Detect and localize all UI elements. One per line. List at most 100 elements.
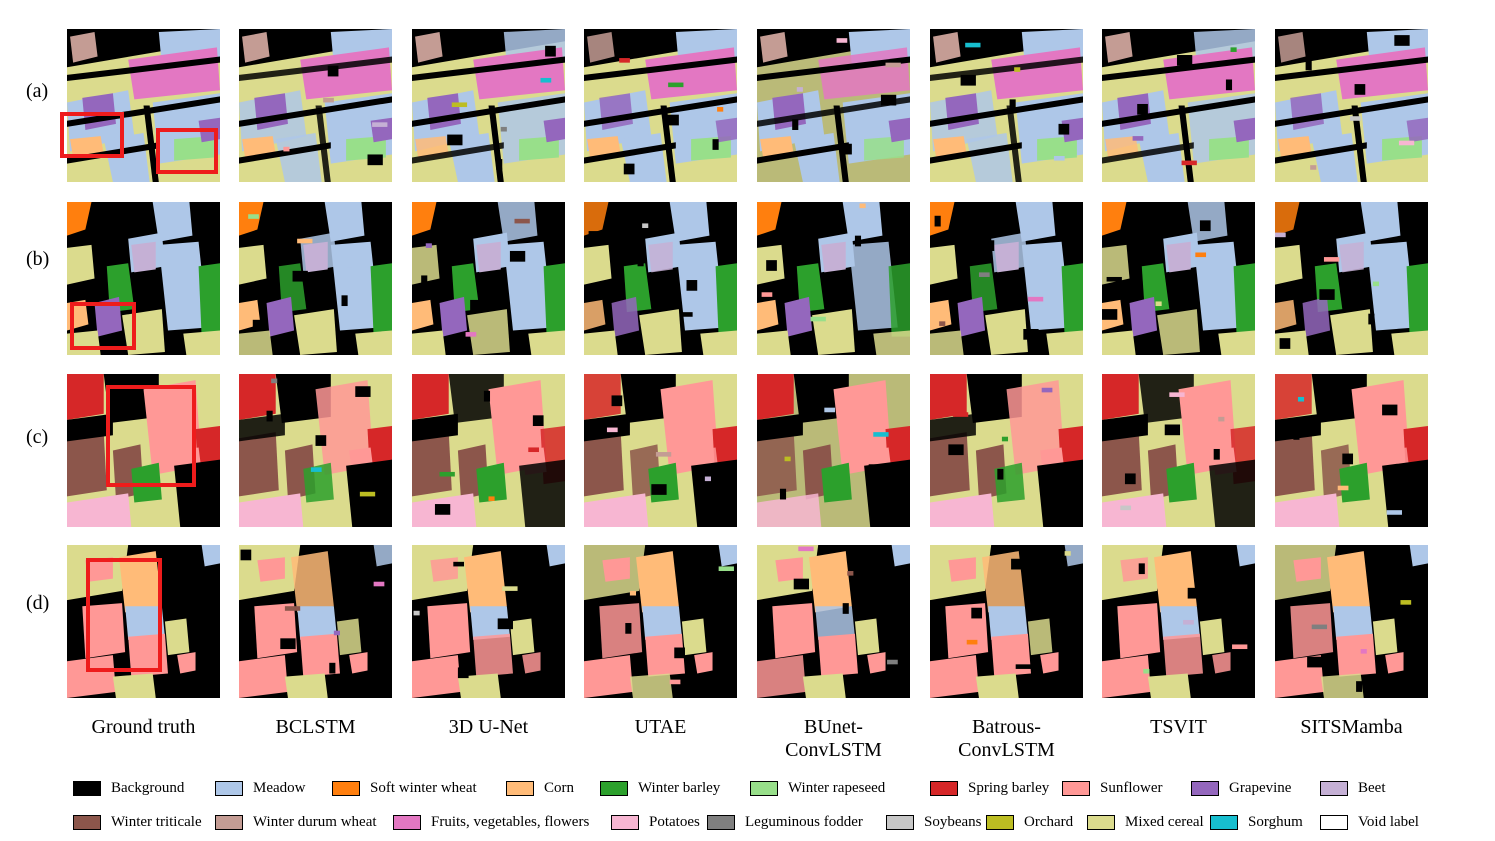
noise-speck [500,126,507,132]
row-label: (d) [26,592,50,614]
parcel-region [602,557,630,582]
parcel-region [1199,618,1225,656]
parcel-region [715,117,737,143]
parcel-region [611,296,640,337]
parcel-region [412,413,458,442]
noise-speck [421,275,428,287]
parcel-region [757,299,779,331]
segmentation-map [757,202,910,355]
parcel-region [1102,374,1139,420]
noise-speck [413,610,420,616]
noise-speck [1106,276,1122,282]
parcel-region [1064,545,1083,567]
parcel-region [242,32,270,63]
parcel-region [1290,93,1324,130]
parcel-region [1138,133,1185,182]
parcel-region [757,374,794,420]
parcel-region [991,633,1031,677]
parcel-region [457,673,501,698]
legend-swatch [215,781,243,796]
noise-speck [1060,583,1067,594]
parcel-region [119,551,162,613]
parcel-region [1157,309,1200,355]
noise-speck [1169,392,1185,397]
segmentation-map [1102,545,1255,698]
parcel-region [757,330,791,355]
noise-speck [836,38,848,43]
parcel-region [125,606,165,640]
noise-speck [509,250,526,262]
legend-swatch [1320,781,1348,796]
parcel-region [930,142,1022,164]
column-label: SITSMamba [1300,716,1403,738]
parcel-region [1061,263,1083,337]
highlight-box [106,385,196,487]
parcel-region [1117,603,1161,659]
noise-speck [637,255,644,267]
noise-speck [470,299,481,311]
parcel-region [584,330,618,355]
noise-speck [248,214,259,219]
noise-speck [545,45,556,57]
noise-speck [1014,67,1021,72]
parcel-region [587,136,621,158]
parcel-region [315,105,331,182]
parcel-region [503,241,553,331]
parcel-region [201,545,220,567]
parcel-region [239,432,279,497]
parcel-region [67,96,220,127]
segmentation-map [239,545,392,698]
noise-speck [1001,436,1009,442]
legend-item: Sunflower [1062,780,1163,797]
noise-speck [483,390,491,402]
noise-speck [859,203,866,209]
parcel-region [1233,117,1255,143]
noise-speck [681,312,693,317]
parcel-region [1275,432,1315,497]
segmentation-map [67,545,220,698]
column-label: 3D U-Net [448,716,529,738]
parcel-region [1102,56,1255,82]
legend-label: Spring barley [968,780,1050,796]
noise-speck [588,231,604,242]
parcel-region [818,633,858,677]
parcel-region [888,263,910,337]
parcel-region [584,299,606,331]
noise-speck [1279,338,1291,349]
noise-speck [1368,313,1375,325]
column-label: Batrous- ConvLSTM [958,716,1055,761]
noise-speck [717,107,724,112]
parcel-region [239,142,331,164]
noise-speck [310,467,322,472]
legend-item: Potatoes [611,814,700,831]
parcel-region [336,618,362,656]
parcel-region [152,202,193,242]
legend-label: Soybeans [924,814,982,830]
noise-speck [373,581,385,587]
parcel-region [412,202,437,236]
parcel-region [757,655,806,698]
noise-speck [1046,493,1057,505]
parcel-region [1275,202,1300,236]
parcel-region [254,93,288,130]
parcel-region [412,655,461,698]
noise-speck [1227,676,1243,688]
segmentation-map [584,202,737,355]
legend-swatch [1062,781,1090,796]
parcel-region [930,330,964,355]
noise-speck [1132,136,1144,141]
highlight-box [60,112,124,158]
parcel-region [70,32,98,63]
legend-label: Sorghum [1248,814,1303,830]
noise-speck [546,642,553,654]
parcel-region [509,618,535,656]
parcel-region [519,459,565,527]
parcel-region [1015,202,1056,242]
parcel-region [1040,652,1059,674]
legend-swatch [506,781,534,796]
parcel-region [183,330,220,355]
noise-speck [451,102,468,108]
parcel-region [584,432,624,497]
parcel-region [67,432,107,497]
parcel-region [930,413,976,442]
